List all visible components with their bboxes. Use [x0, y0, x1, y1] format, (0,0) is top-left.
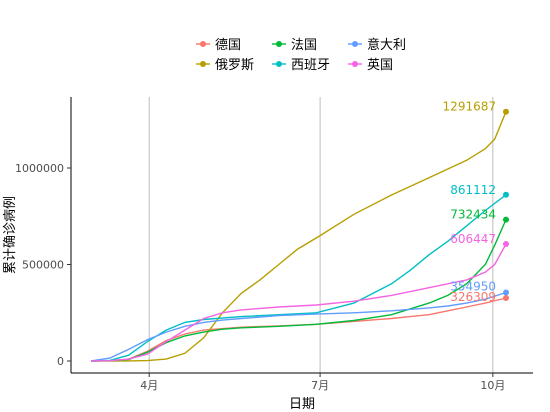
- series-line-5: [90, 243, 507, 362]
- series-layer: [90, 108, 509, 362]
- end-label-1: 1291687: [443, 100, 496, 114]
- ticks: 4月 7月 10月 0 500000 1000000: [15, 162, 505, 392]
- legend-key-dot: [200, 61, 206, 67]
- legend-label: 德国: [215, 38, 241, 53]
- legend-item-3: 西班牙: [272, 58, 330, 73]
- series-line-3: [90, 194, 507, 362]
- series-endpoint-1: [503, 108, 509, 115]
- legend-key-dot: [200, 41, 206, 47]
- series-endpoint-2: [503, 216, 509, 223]
- legend-label: 西班牙: [291, 58, 330, 73]
- y-tick-label-2: 1000000: [15, 162, 64, 175]
- series-line-4: [90, 291, 507, 362]
- x-axis-title: 日期: [289, 397, 315, 412]
- axes: [70, 97, 533, 374]
- legend-item-4: 意大利: [348, 37, 406, 53]
- legend-label: 意大利: [367, 37, 406, 53]
- legend-item-2: 法国: [272, 38, 317, 53]
- legend-item-0: 德国: [196, 38, 241, 53]
- series-endpoint-4: [503, 289, 509, 296]
- end-label-5: 606447: [450, 232, 496, 246]
- end-label-4: 354950: [450, 279, 496, 293]
- legend-label: 英国: [367, 58, 393, 73]
- x-tick-label-1: 7月: [311, 379, 329, 392]
- end-labels: 326309 1291687 732434 861112 354950 606447: [443, 100, 496, 304]
- series-endpoint-0: [503, 295, 509, 302]
- legend-key-dot: [352, 61, 358, 67]
- series-line-1: [90, 111, 507, 362]
- x-tick-label-2: 10月: [480, 379, 505, 392]
- legend-key-dot: [352, 41, 358, 47]
- legend-label: 法国: [291, 38, 317, 53]
- series-endpoint-5: [503, 240, 509, 247]
- series-line-0: [90, 297, 507, 362]
- legend-key-dot: [276, 61, 282, 67]
- series-line-2: [90, 219, 507, 362]
- series-endpoint-3: [503, 191, 509, 198]
- legend-key-dot: [276, 41, 282, 47]
- x-tick-label-0: 4月: [140, 379, 158, 392]
- y-tick-label-0: 0: [57, 355, 64, 368]
- y-axis-title: 累计确诊病例: [3, 196, 18, 274]
- end-label-3: 861112: [450, 183, 496, 197]
- end-label-2: 732434: [450, 208, 496, 222]
- legend-item-5: 英国: [348, 58, 393, 73]
- end-label-0: 326309: [450, 290, 496, 304]
- y-tick-label-1: 500000: [22, 259, 64, 272]
- legend-item-1: 俄罗斯: [196, 58, 254, 73]
- legend-label: 俄罗斯: [215, 58, 254, 73]
